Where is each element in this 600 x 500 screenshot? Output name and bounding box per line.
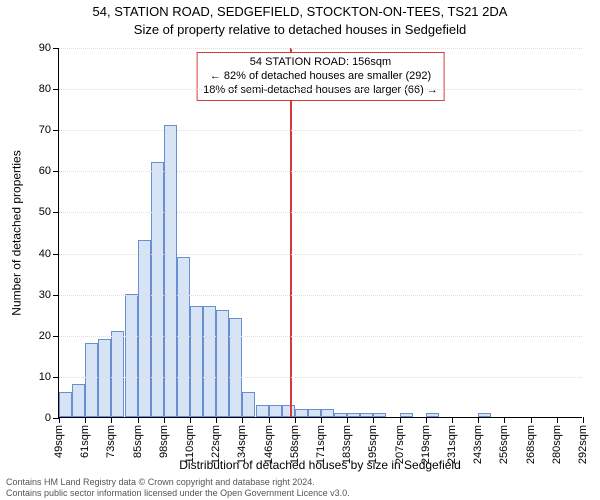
grid-line — [59, 377, 582, 378]
y-tick — [53, 212, 59, 213]
y-tick — [53, 336, 59, 337]
annotation-line3: 18% of semi-detached houses are larger (… — [203, 84, 438, 98]
histogram-bar — [308, 409, 321, 417]
grid-line — [59, 48, 582, 49]
histogram-bar — [85, 343, 98, 417]
histogram-bar — [373, 413, 386, 417]
histogram-bar — [164, 125, 177, 417]
y-tick — [53, 130, 59, 131]
histogram-bar — [190, 306, 203, 417]
x-tick-label: 61sqm — [79, 425, 91, 458]
x-tick — [295, 417, 296, 423]
histogram-bar — [242, 392, 255, 417]
x-tick — [400, 417, 401, 423]
x-tick-label: 85sqm — [132, 425, 144, 458]
x-tick — [373, 417, 374, 423]
histogram-bar — [138, 240, 151, 417]
grid-line — [59, 295, 582, 296]
annotation-line1: 54 STATION ROAD: 156sqm — [203, 56, 438, 70]
y-tick — [53, 48, 59, 49]
grid-line — [59, 130, 582, 131]
grid-line — [59, 336, 582, 337]
x-tick — [531, 417, 532, 423]
histogram-bar — [203, 306, 216, 417]
y-axis-label: Number of detached properties — [10, 150, 24, 315]
x-tick — [583, 417, 584, 423]
x-tick-label: 98sqm — [158, 425, 170, 458]
y-tick — [53, 254, 59, 255]
histogram-bar — [400, 413, 413, 417]
annotation-line2: ← 82% of detached houses are smaller (29… — [203, 70, 438, 84]
histogram-bar — [72, 384, 85, 417]
subject-property-line — [290, 48, 292, 417]
x-tick-label: 73sqm — [105, 425, 117, 458]
histogram-bar — [151, 162, 164, 417]
y-tick — [53, 377, 59, 378]
y-tick — [53, 295, 59, 296]
x-tick — [426, 417, 427, 423]
x-tick — [59, 417, 60, 423]
x-tick — [452, 417, 453, 423]
x-axis-label: Distribution of detached houses by size … — [58, 458, 582, 472]
footer-line2: Contains public sector information licen… — [6, 488, 350, 498]
bars-layer — [59, 48, 582, 417]
y-tick-label: 30 — [39, 289, 51, 301]
x-tick — [190, 417, 191, 423]
plot-area: 54 STATION ROAD: 156sqm ← 82% of detache… — [58, 48, 582, 418]
histogram-bar — [426, 413, 439, 417]
y-tick-label: 40 — [39, 248, 51, 260]
grid-line — [59, 212, 582, 213]
x-tick — [111, 417, 112, 423]
histogram-bar — [177, 257, 190, 417]
x-tick — [164, 417, 165, 423]
y-tick — [53, 89, 59, 90]
chart-title-address: 54, STATION ROAD, SEDGEFIELD, STOCKTON-O… — [0, 4, 600, 19]
x-tick — [557, 417, 558, 423]
grid-line — [59, 254, 582, 255]
y-tick-label: 20 — [39, 330, 51, 342]
grid-line — [59, 89, 582, 90]
x-tick — [504, 417, 505, 423]
y-tick-label: 70 — [39, 124, 51, 136]
x-tick — [347, 417, 348, 423]
y-tick-label: 50 — [39, 206, 51, 218]
annotation-box: 54 STATION ROAD: 156sqm ← 82% of detache… — [196, 52, 445, 101]
x-tick — [269, 417, 270, 423]
histogram-bar — [269, 405, 282, 417]
x-tick — [242, 417, 243, 423]
x-tick-label: 49sqm — [53, 425, 65, 458]
y-tick-label: 90 — [39, 42, 51, 54]
y-tick-label: 80 — [39, 83, 51, 95]
x-tick — [216, 417, 217, 423]
histogram-bar — [282, 405, 295, 417]
histogram-bar — [256, 405, 269, 417]
y-tick-label: 60 — [39, 165, 51, 177]
histogram-bar — [111, 331, 124, 417]
y-tick-label: 0 — [45, 412, 51, 424]
histogram-chart: 54, STATION ROAD, SEDGEFIELD, STOCKTON-O… — [0, 0, 600, 500]
y-axis-label-container: Number of detached properties — [10, 48, 24, 418]
y-tick-label: 10 — [39, 371, 51, 383]
x-tick — [478, 417, 479, 423]
histogram-bar — [295, 409, 308, 417]
histogram-bar — [59, 392, 72, 417]
y-tick — [53, 171, 59, 172]
histogram-bar — [347, 413, 360, 417]
footer-line1: Contains HM Land Registry data © Crown c… — [6, 477, 350, 487]
histogram-bar — [216, 310, 229, 417]
histogram-bar — [478, 413, 491, 417]
x-tick — [85, 417, 86, 423]
histogram-bar — [334, 413, 347, 417]
histogram-bar — [98, 339, 111, 417]
histogram-bar — [360, 413, 373, 417]
histogram-bar — [229, 318, 242, 417]
footer-attribution: Contains HM Land Registry data © Crown c… — [6, 477, 350, 498]
x-tick — [138, 417, 139, 423]
histogram-bar — [321, 409, 334, 417]
x-tick — [321, 417, 322, 423]
histogram-bar — [125, 294, 138, 417]
grid-line — [59, 171, 582, 172]
chart-subtitle: Size of property relative to detached ho… — [0, 22, 600, 37]
